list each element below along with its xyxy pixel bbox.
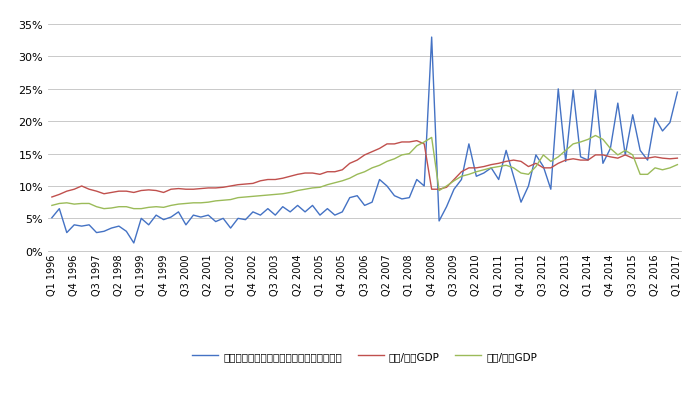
企業利益に占める対外直接投資収益の割合 — [160, 217, 168, 222]
輸入/名目GDP — [592, 134, 600, 139]
輸入/名目GDP — [368, 166, 376, 171]
企業利益に占める対外直接投資収益の割合 — [674, 90, 682, 95]
Line: 企業利益に占める対外直接投資収益の割合: 企業利益に占める対外直接投資収益の割合 — [52, 38, 678, 243]
輸入/名目GDP — [47, 203, 56, 208]
輸入/名目GDP — [249, 194, 257, 199]
企業利益に占める対外直接投資収益の割合 — [427, 36, 436, 41]
企業利益に占める対外直接投資収益の割合 — [271, 213, 279, 218]
輸出/名目GDP — [413, 139, 421, 144]
企業利益に占める対外直接投資収益の割合 — [129, 241, 138, 246]
輸出/名目GDP — [241, 182, 250, 187]
輸入/名目GDP — [100, 207, 108, 211]
企業利益に占める対外直接投資収益の割合 — [651, 116, 659, 121]
輸出/名目GDP — [674, 156, 682, 161]
企業利益に占める対外直接投資収益の割合 — [241, 217, 250, 222]
輸入/名目GDP — [271, 192, 279, 197]
企業利益に占める対外直接投資収益の割合 — [47, 216, 56, 221]
企業利益に占める対外直接投資収益の割合 — [249, 210, 257, 215]
輸出/名目GDP — [152, 189, 160, 194]
輸出/名目GDP — [361, 153, 369, 158]
Line: 輸出/名目GDP: 輸出/名目GDP — [52, 141, 678, 198]
輸出/名目GDP — [264, 178, 272, 183]
輸出/名目GDP — [234, 183, 242, 188]
輸出/名目GDP — [643, 156, 652, 161]
輸入/名目GDP — [160, 205, 168, 210]
輸入/名目GDP — [651, 166, 659, 171]
Legend: 企業利益に占める対外直接投資収益の割合, 輸出/名目GDP, 輸入/名目GDP: 企業利益に占める対外直接投資収益の割合, 輸出/名目GDP, 輸入/名目GDP — [188, 347, 541, 365]
輸出/名目GDP — [47, 195, 56, 200]
Line: 輸入/名目GDP: 輸入/名目GDP — [52, 136, 678, 209]
輸入/名目GDP — [241, 195, 250, 200]
企業利益に占める対外直接投資収益の割合 — [368, 200, 376, 205]
輸入/名目GDP — [674, 163, 682, 168]
